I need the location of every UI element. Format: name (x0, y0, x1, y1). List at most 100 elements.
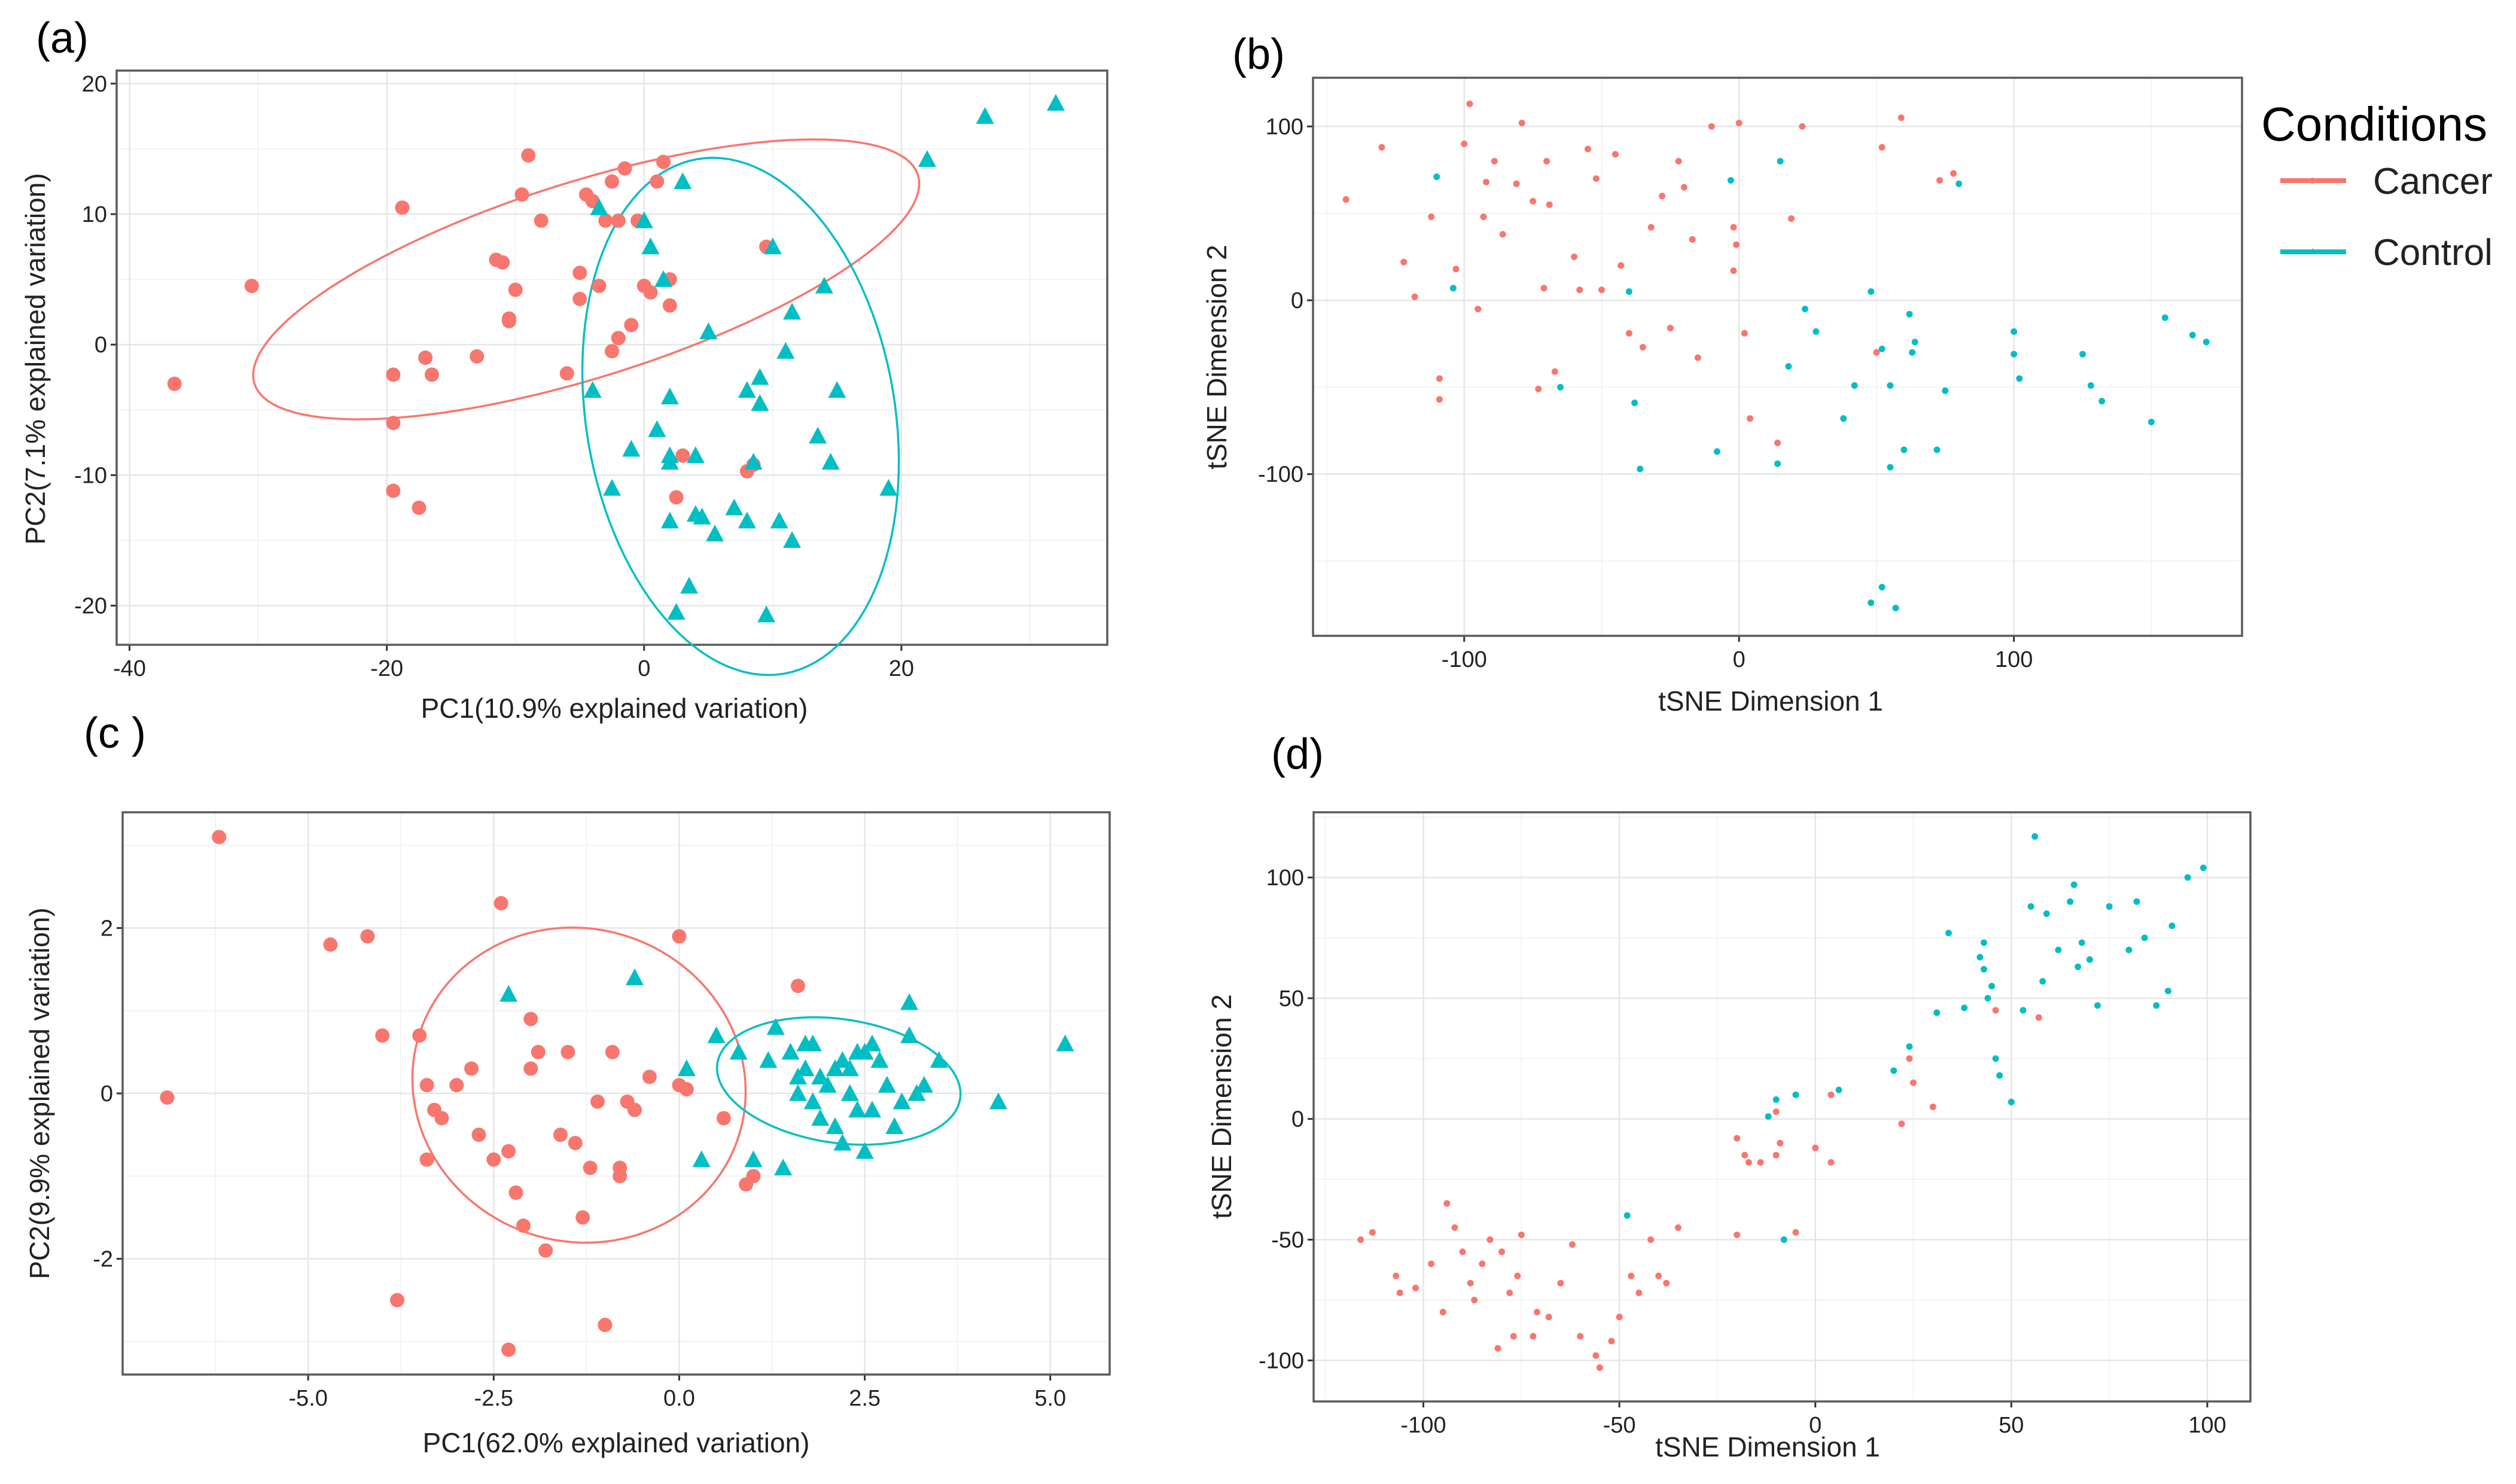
point-control (1984, 995, 1991, 1002)
point-cancer (244, 279, 259, 293)
point-cancer (495, 255, 510, 270)
point-cancer (386, 416, 401, 431)
point-control (2200, 864, 2207, 871)
point-control (1911, 339, 1918, 346)
point-control (2106, 903, 2113, 910)
series-control-2 (1868, 584, 1899, 611)
point-cancer (412, 1028, 427, 1043)
point-cancer (523, 1061, 538, 1076)
legend-title: Conditions (2261, 97, 2487, 151)
x-tick-label: 0.0 (663, 1386, 695, 1411)
point-cancer (1530, 1333, 1537, 1340)
legend: Conditions Cancer Control (2261, 97, 2493, 273)
point-control (2070, 881, 2078, 888)
point-control (1449, 285, 1457, 292)
point-control (1933, 446, 1941, 453)
point-cancer (1471, 1296, 1478, 1303)
point-control (677, 1059, 696, 1077)
point-cancer (1498, 1248, 1506, 1256)
point-control (626, 968, 644, 986)
point-control (738, 511, 756, 529)
point-control (828, 381, 846, 398)
point-control (870, 1051, 889, 1068)
point-cancer (501, 1342, 516, 1357)
point-control (2094, 1002, 2101, 1009)
x-tick-label: -100 (1442, 647, 1487, 672)
point-cancer (1792, 1229, 1799, 1236)
point-cancer (1733, 241, 1740, 248)
point-control (781, 1043, 800, 1060)
point-cancer (1812, 1144, 1819, 1151)
point-control (2067, 898, 2074, 905)
point-control (2031, 833, 2039, 840)
point-control (1637, 465, 1644, 473)
point-cancer (1439, 1309, 1446, 1316)
point-cancer (1936, 176, 1944, 184)
point-control (803, 1092, 822, 1110)
point-cancer (1639, 344, 1646, 351)
point-control (692, 1150, 711, 1168)
point-control (686, 446, 705, 464)
point-control (1955, 180, 1963, 187)
point-cancer (1772, 1151, 1780, 1159)
point-cancer (1655, 1272, 1662, 1279)
point-control (1980, 939, 1987, 946)
point-control (763, 237, 782, 255)
point-control (744, 453, 763, 470)
point-cancer (568, 1135, 583, 1150)
point-control (833, 1133, 852, 1151)
point-control (706, 525, 724, 542)
point-control (840, 1059, 859, 1077)
point-cancer (1992, 1007, 1999, 1014)
point-cancer (611, 331, 626, 346)
point-control (583, 381, 602, 398)
point-control (2125, 946, 2133, 953)
point-control (1835, 1086, 1842, 1093)
point-cancer (1491, 158, 1498, 165)
point-cancer (1827, 1159, 1835, 1166)
point-control (590, 198, 608, 215)
y-tick-label: 100 (1266, 866, 1304, 891)
point-cancer (575, 1210, 590, 1225)
x-tick-label: -5.0 (288, 1386, 327, 1411)
point-cancer (1546, 201, 1553, 208)
point-cancer (1357, 1236, 1364, 1244)
point-cancer (1730, 224, 1737, 231)
ellipse-control (581, 157, 900, 677)
point-cancer (323, 937, 338, 952)
point-control (833, 1051, 852, 1068)
point-cancer (471, 1128, 486, 1142)
point-control (885, 1117, 904, 1134)
x-tick-label: 20 (889, 656, 914, 681)
point-cancer (716, 1111, 731, 1126)
point-control (878, 1075, 896, 1093)
point-control (751, 368, 769, 385)
point-cancer (1734, 1231, 1741, 1238)
grid-a (117, 71, 1107, 645)
point-control (826, 1117, 844, 1134)
point-control (654, 270, 673, 287)
point-control (900, 993, 919, 1010)
point-control (1851, 382, 1858, 389)
point-control (759, 1051, 778, 1068)
point-cancer (1479, 1260, 1486, 1267)
x-tick-label: 100 (2188, 1413, 2226, 1438)
series-control (1433, 158, 2210, 473)
point-cancer (1745, 1159, 1752, 1166)
point-control (863, 1101, 882, 1118)
point-control (2189, 331, 2196, 339)
point-cancer (1400, 258, 1408, 266)
point-cancer (516, 1218, 531, 1233)
y-tick-label: 0 (95, 333, 107, 358)
legend-item-cancer: Cancer (2280, 161, 2493, 202)
plot-frame (1312, 811, 2252, 1403)
point-cancer (605, 1044, 620, 1059)
legend-control-marker (2309, 248, 2316, 254)
point-cancer (1577, 1333, 1584, 1340)
point-control (2079, 351, 2086, 358)
point-cancer (642, 1069, 657, 1084)
point-control (1996, 1072, 2003, 1079)
point-control (2011, 328, 2018, 335)
panel-label: (a) (36, 14, 89, 62)
x-tick-label: -40 (113, 656, 146, 681)
